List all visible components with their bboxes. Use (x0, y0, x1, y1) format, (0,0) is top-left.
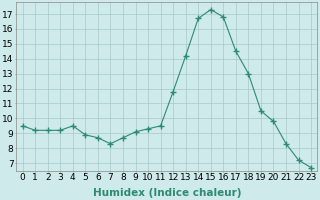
X-axis label: Humidex (Indice chaleur): Humidex (Indice chaleur) (92, 188, 241, 198)
